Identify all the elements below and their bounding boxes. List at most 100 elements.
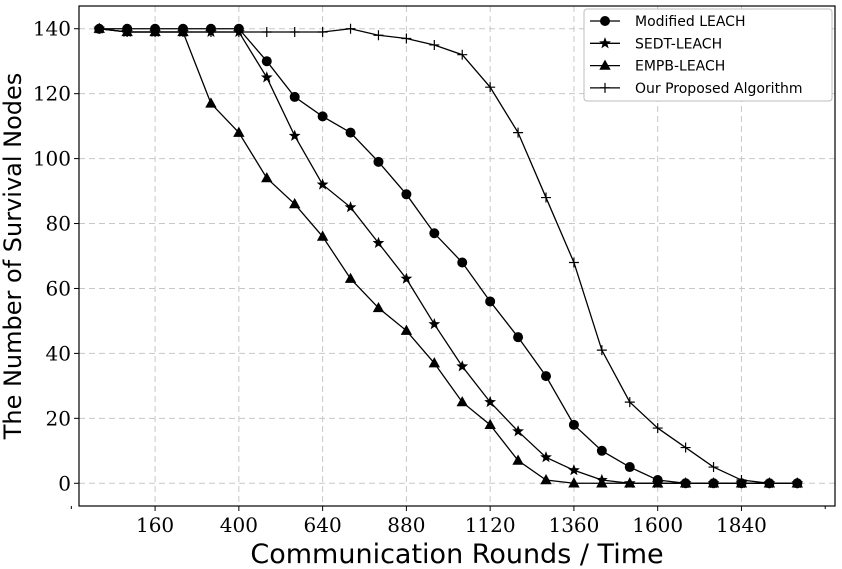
data-point	[568, 419, 579, 430]
y-axis-title: The Number of Survival Nodes	[0, 73, 27, 441]
data-point	[429, 39, 440, 50]
data-point	[205, 97, 217, 108]
data-point	[150, 26, 161, 37]
data-point	[205, 26, 216, 37]
x-tick-label: 1840	[716, 513, 767, 537]
data-point	[541, 192, 552, 203]
data-point	[233, 126, 245, 137]
axes-frame	[78, 5, 836, 507]
legend-item: Modified LEACH	[590, 14, 745, 30]
x-tick-label: 1600	[632, 513, 683, 537]
data-point	[122, 26, 133, 37]
data-point	[541, 371, 552, 382]
y-tick-label: 40	[46, 341, 71, 365]
x-axis-title: Communication Rounds / Time	[250, 539, 663, 569]
data-point	[261, 172, 273, 183]
data-point	[289, 26, 300, 37]
data-point	[680, 442, 691, 453]
data-point	[792, 478, 803, 489]
legend-marker	[600, 82, 610, 93]
data-point	[652, 423, 663, 434]
y-tick-label: 60	[46, 276, 71, 300]
legend-marker	[600, 16, 610, 26]
data-point	[261, 26, 272, 37]
data-point	[400, 324, 413, 335]
data-point	[485, 296, 496, 307]
data-point	[596, 345, 607, 356]
x-tick-label: 400	[220, 513, 258, 537]
data-point	[233, 26, 244, 37]
data-point	[429, 228, 440, 239]
data-point	[373, 30, 384, 41]
data-point	[344, 201, 357, 213]
data-point	[679, 477, 692, 488]
legend: Modified LEACH SEDT-LEACH EMPB-LEACH Our Pr…	[583, 8, 833, 102]
data-point	[260, 71, 273, 83]
data-point	[513, 127, 524, 138]
data-point	[624, 397, 635, 408]
data-point	[707, 477, 720, 488]
x-tick-label: 1120	[465, 513, 516, 537]
series-plus	[94, 23, 803, 489]
data-point	[568, 477, 580, 488]
data-point	[428, 357, 441, 368]
data-point	[512, 425, 524, 437]
data-point	[540, 451, 552, 463]
legend-box	[583, 8, 833, 102]
data-point	[261, 56, 272, 67]
data-point	[708, 462, 719, 473]
y-tick-label: 120	[33, 82, 71, 106]
series-triangle	[93, 22, 804, 488]
data-point	[372, 236, 385, 249]
y-tick-label: 20	[46, 406, 71, 430]
data-point	[596, 445, 607, 456]
data-point	[345, 127, 356, 138]
data-point	[400, 272, 413, 284]
x-tick-label: 160	[136, 513, 174, 537]
data-point	[344, 272, 357, 283]
legend-label: Our Proposed Algorithm	[635, 81, 803, 97]
data-point	[372, 301, 385, 313]
x-tick-label: 880	[387, 513, 425, 537]
legend-marker	[599, 59, 611, 70]
legend-label: EMPB-LEACH	[635, 59, 725, 75]
ticks-layer: 160 400 640 880 1120 1360 1600 1840 0 20 40 60 80 100…	[33, 17, 826, 537]
plot-frame	[78, 5, 836, 507]
data-point	[624, 477, 636, 488]
y-tick-label: 140	[33, 17, 71, 41]
data-point	[484, 418, 496, 430]
data-point	[484, 395, 497, 408]
data-point	[596, 477, 608, 488]
data-point	[288, 129, 301, 141]
data-point	[178, 26, 189, 37]
data-point	[317, 26, 328, 37]
data-point	[457, 49, 468, 60]
legend-item: Our Proposed Algorithm	[590, 81, 803, 97]
data-point	[289, 198, 301, 209]
data-point	[289, 91, 300, 102]
legend-label: SEDT-LEACH	[635, 36, 722, 52]
data-point	[373, 156, 384, 167]
data-point	[513, 332, 524, 343]
legend-item: EMPB-LEACH	[590, 59, 725, 75]
data-point	[512, 454, 524, 465]
data-point	[651, 477, 664, 488]
data-point	[568, 464, 580, 476]
data-point	[764, 478, 775, 489]
data-point	[317, 111, 328, 122]
data-point	[457, 257, 468, 268]
data-point	[401, 33, 412, 44]
y-tick-label: 80	[46, 212, 71, 236]
y-tick-label: 0	[58, 471, 71, 495]
data-point	[485, 82, 496, 93]
data-point	[540, 474, 552, 485]
data-point	[401, 189, 412, 200]
data-point	[316, 230, 329, 241]
data-point	[456, 360, 469, 372]
y-tick-label: 100	[33, 147, 71, 171]
data-point	[456, 396, 468, 407]
legend-marker	[599, 37, 611, 49]
data-point	[94, 23, 105, 34]
x-tick-label: 1360	[548, 513, 599, 537]
